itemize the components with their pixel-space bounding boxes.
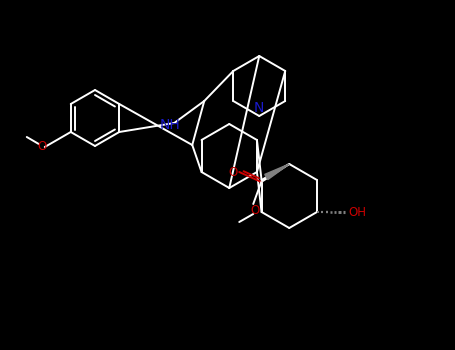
Text: N: N bbox=[254, 101, 264, 115]
Text: O: O bbox=[37, 140, 46, 154]
Polygon shape bbox=[265, 164, 289, 180]
Text: O: O bbox=[251, 204, 260, 217]
Text: O: O bbox=[228, 166, 238, 178]
Text: NH: NH bbox=[160, 118, 181, 132]
Text: OH: OH bbox=[348, 205, 366, 218]
